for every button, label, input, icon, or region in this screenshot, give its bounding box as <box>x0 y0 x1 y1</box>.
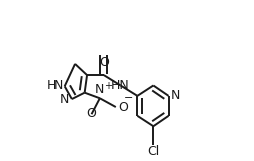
Text: −: − <box>124 93 134 103</box>
Text: O: O <box>99 56 109 69</box>
Text: O: O <box>87 107 97 120</box>
Text: N: N <box>171 89 180 102</box>
Text: HN: HN <box>111 79 130 92</box>
Text: +: + <box>104 81 112 91</box>
Text: N: N <box>95 83 105 96</box>
Text: O: O <box>119 101 129 114</box>
Text: N: N <box>54 79 63 92</box>
Text: Cl: Cl <box>147 145 160 158</box>
Text: N: N <box>60 93 70 106</box>
Text: H: H <box>46 79 56 92</box>
